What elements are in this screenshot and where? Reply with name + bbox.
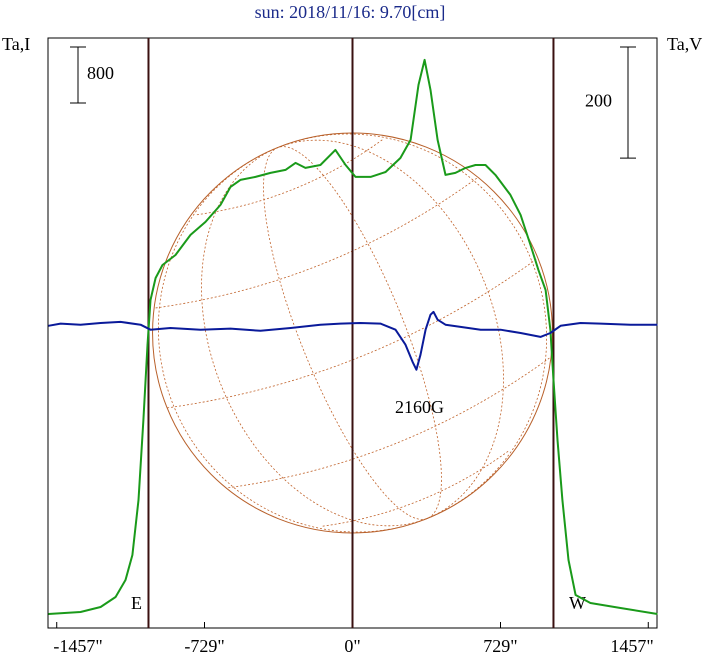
limb-label: E xyxy=(131,593,142,613)
chart-title: sun: 2018/11/16: 9.70[cm] xyxy=(255,2,446,22)
series-line xyxy=(48,58,658,615)
parallel xyxy=(167,257,539,409)
annotation: 2160G xyxy=(395,397,444,417)
series-line xyxy=(48,310,658,371)
x-tick-label: -729" xyxy=(184,636,224,656)
scale-label: 200 xyxy=(585,91,612,111)
x-tick-label: 729" xyxy=(483,636,517,656)
x-tick-label: 0" xyxy=(344,636,360,656)
parallel xyxy=(196,139,383,216)
parallel xyxy=(322,450,509,527)
x-tick-label: -1457" xyxy=(53,636,102,656)
scale-label: 800 xyxy=(87,63,114,83)
y2-axis-label: Ta,V xyxy=(667,34,702,54)
y-axis-label: Ta,I xyxy=(2,34,30,54)
x-tick-label: 1457" xyxy=(610,636,653,656)
